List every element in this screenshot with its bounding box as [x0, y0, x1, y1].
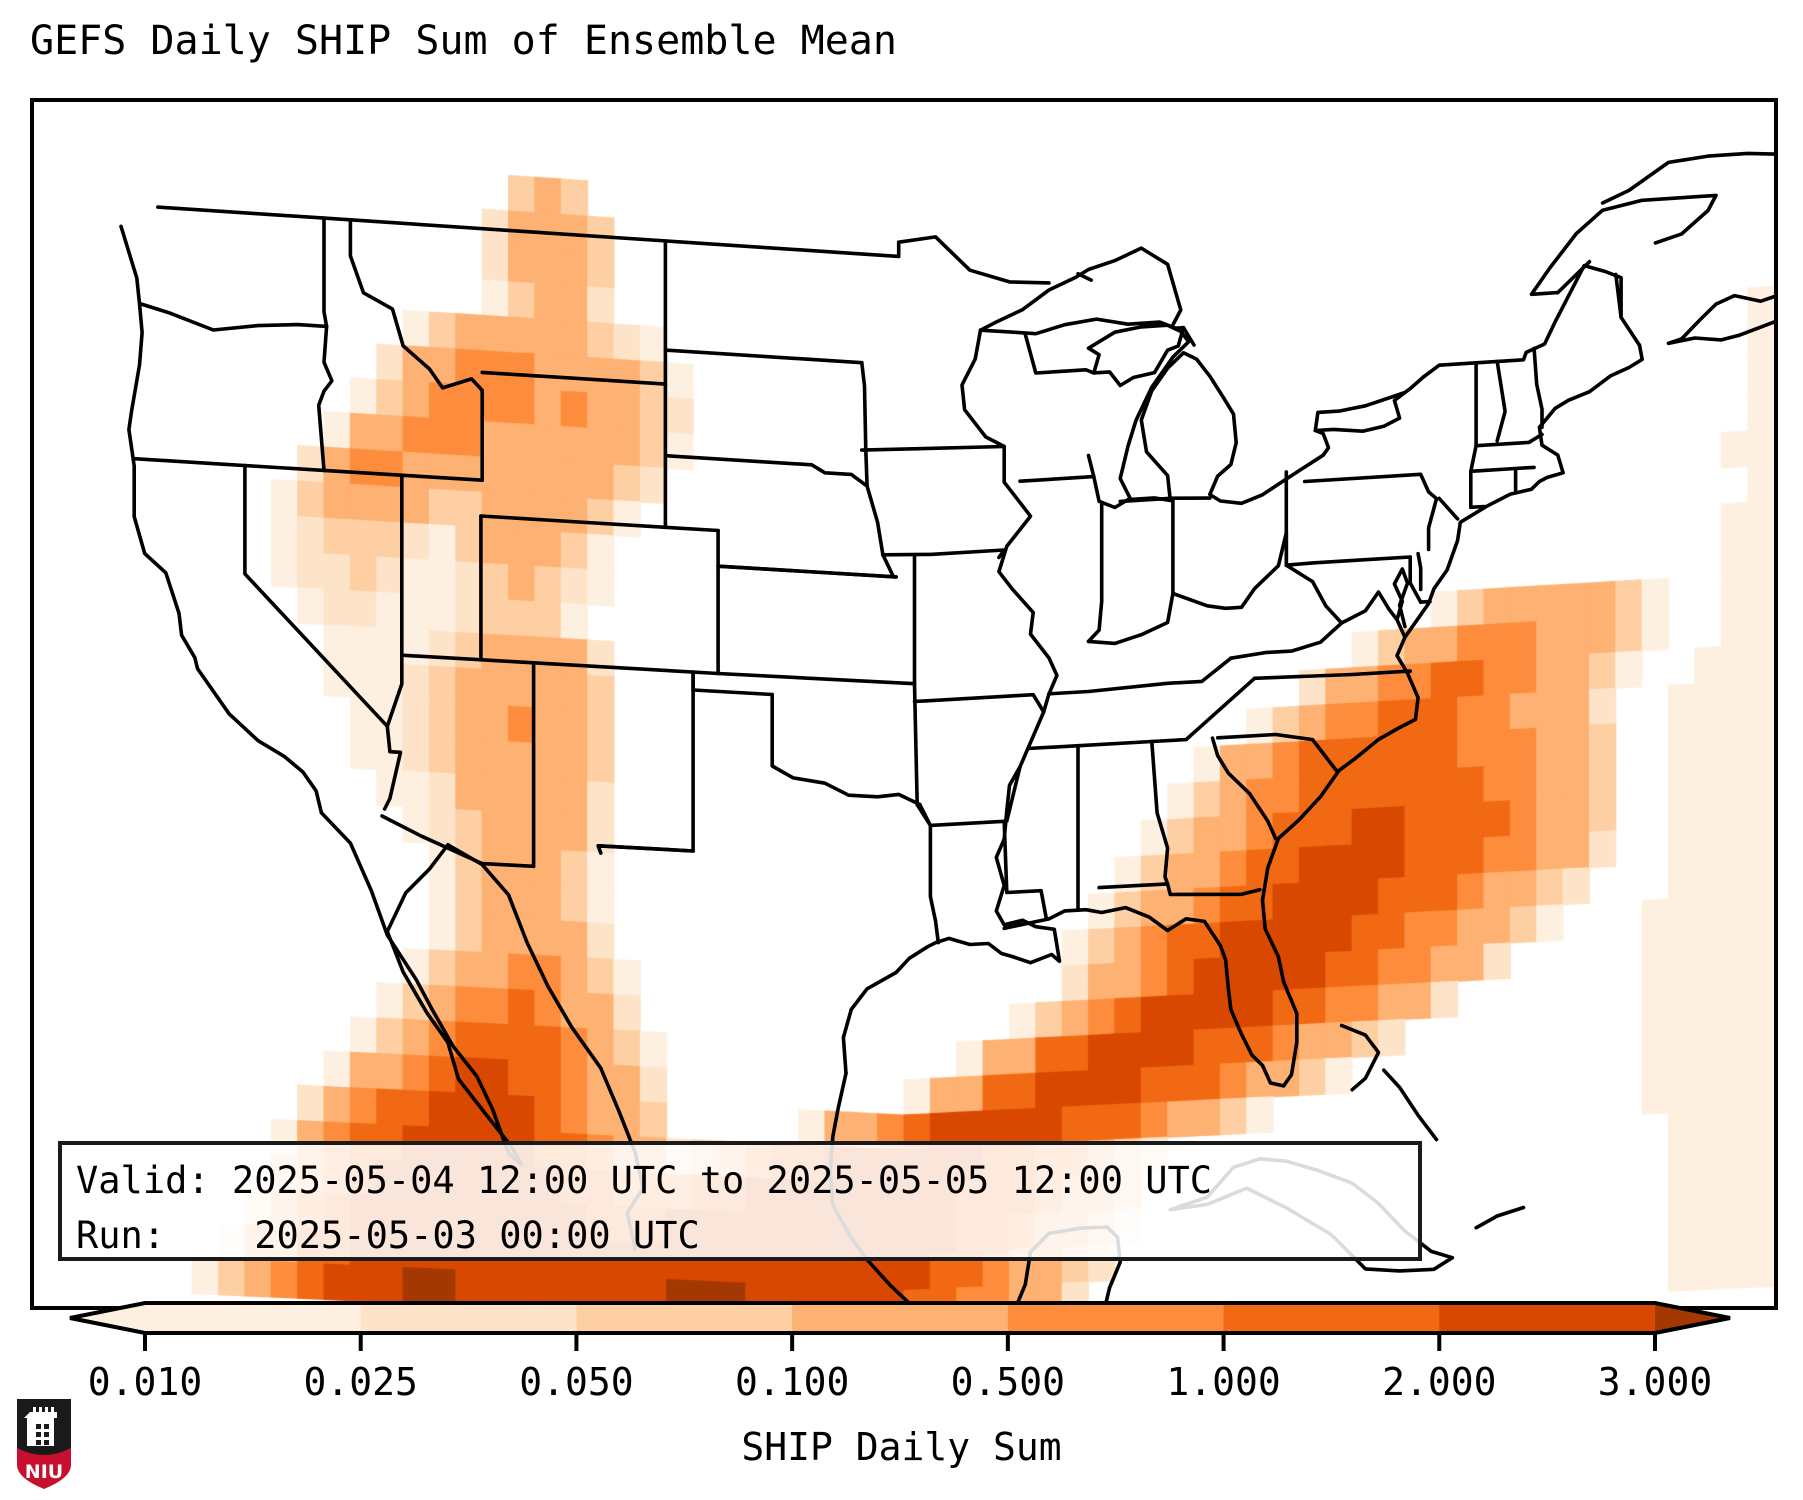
- page-title: GEFS Daily SHIP Sum of Ensemble Mean: [30, 18, 897, 64]
- run-time-line: Run: 2025-05-03 00:00 UTC: [76, 1214, 700, 1257]
- niu-logo: NIU: [17, 1399, 71, 1489]
- map-clip: [34, 102, 1774, 1306]
- valid-time-line: Valid: 2025-05-04 12:00 UTC to 2025-05-0…: [76, 1159, 1213, 1202]
- colorbar-band: [1223, 1303, 1440, 1333]
- niu-logo-text: NIU: [25, 1461, 63, 1483]
- colorbar-band: [1007, 1303, 1225, 1333]
- colorbar-band: [360, 1303, 578, 1333]
- map-panel: [30, 98, 1778, 1310]
- colorbar-tick-label: 1.000: [1166, 1360, 1281, 1404]
- colorbar-axis-label: SHIP Daily Sum: [741, 1425, 1062, 1469]
- colorbar: [0, 1297, 1803, 1357]
- forecast-info-box: Valid: 2025-05-04 12:00 UTC to 2025-05-0…: [58, 1141, 1422, 1261]
- colorbar-band: [576, 1303, 793, 1333]
- colorbar-band: [145, 1303, 362, 1333]
- colorbar-tick-label: 0.100: [734, 1360, 850, 1404]
- colorbar-extend-min: [70, 1303, 145, 1333]
- colorbar-band: [792, 1303, 1009, 1333]
- colorbar-tick-label: 0.500: [950, 1360, 1066, 1404]
- colorbar-tick-label: 0.025: [303, 1360, 418, 1404]
- colorbar-tick-label: 2.000: [1382, 1360, 1497, 1404]
- ship-daily-sum-heatmap: [34, 102, 1774, 1306]
- colorbar-band: [1439, 1303, 1656, 1333]
- colorbar-tick-label: 0.050: [519, 1360, 634, 1404]
- colorbar-extend-max: [1655, 1303, 1730, 1333]
- colorbar-tick-label: 3.000: [1597, 1360, 1713, 1404]
- colorbar-tick-label: 0.010: [87, 1360, 203, 1404]
- colorbar-svg: [69, 1301, 1731, 1351]
